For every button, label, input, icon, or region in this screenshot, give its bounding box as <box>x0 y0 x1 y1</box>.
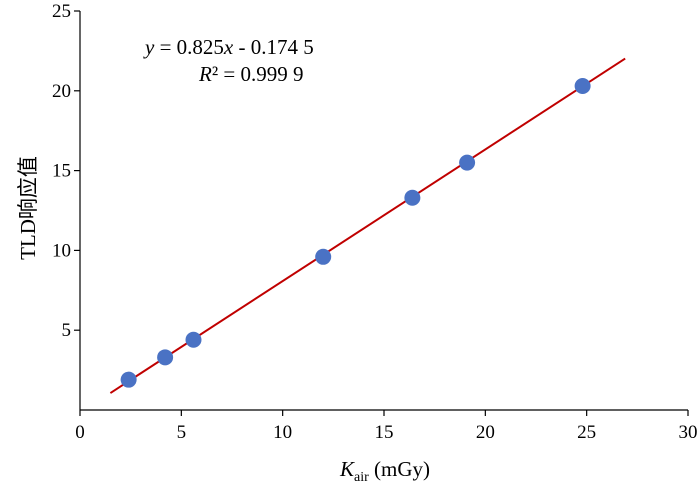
ticks: 0 5 10 15 20 25 30 5 10 15 20 25 <box>52 1 698 443</box>
data-point <box>574 78 591 95</box>
equation-rest: - 0.174 5 <box>233 35 314 59</box>
data-point <box>459 154 476 171</box>
x-axis-title-subscript: air <box>354 470 369 485</box>
r-squared-label: R² = 0.999 9 <box>198 62 303 86</box>
x-axis-title-unit: (mGy) <box>369 457 430 481</box>
data-point <box>404 189 421 206</box>
y-tick-label: 15 <box>52 161 71 182</box>
x-tick-label: 15 <box>375 422 394 443</box>
y-axis-title: TLD响应值 <box>16 156 40 260</box>
data-point <box>157 349 174 366</box>
x-tick-label: 5 <box>177 422 187 443</box>
r-squared-rest: ² = 0.999 9 <box>212 62 304 86</box>
data-point <box>185 331 202 348</box>
equation-label: y = 0.825x - 0.174 5 <box>143 35 314 59</box>
equation-eq: = 0.825 <box>154 35 224 59</box>
equation-y: y <box>143 35 155 59</box>
y-tick-label: 20 <box>52 81 71 102</box>
y-tick-label: 25 <box>52 1 71 22</box>
data-point <box>315 248 332 265</box>
x-tick-label: 0 <box>75 422 85 443</box>
r-squared-r: R <box>198 62 212 86</box>
data-points <box>120 78 591 388</box>
x-tick-label: 10 <box>273 422 292 443</box>
x-tick-label: 25 <box>577 422 596 443</box>
x-axis-title: Kair (mGy) <box>339 457 430 485</box>
y-tick-label: 10 <box>52 240 71 261</box>
equation-x: x <box>223 35 234 59</box>
x-tick-label: 20 <box>476 422 495 443</box>
x-tick-label: 30 <box>679 422 698 443</box>
axes <box>79 11 688 411</box>
y-tick-label: 5 <box>62 320 72 341</box>
data-point <box>120 371 137 388</box>
x-axis-title-symbol: K <box>339 457 355 481</box>
